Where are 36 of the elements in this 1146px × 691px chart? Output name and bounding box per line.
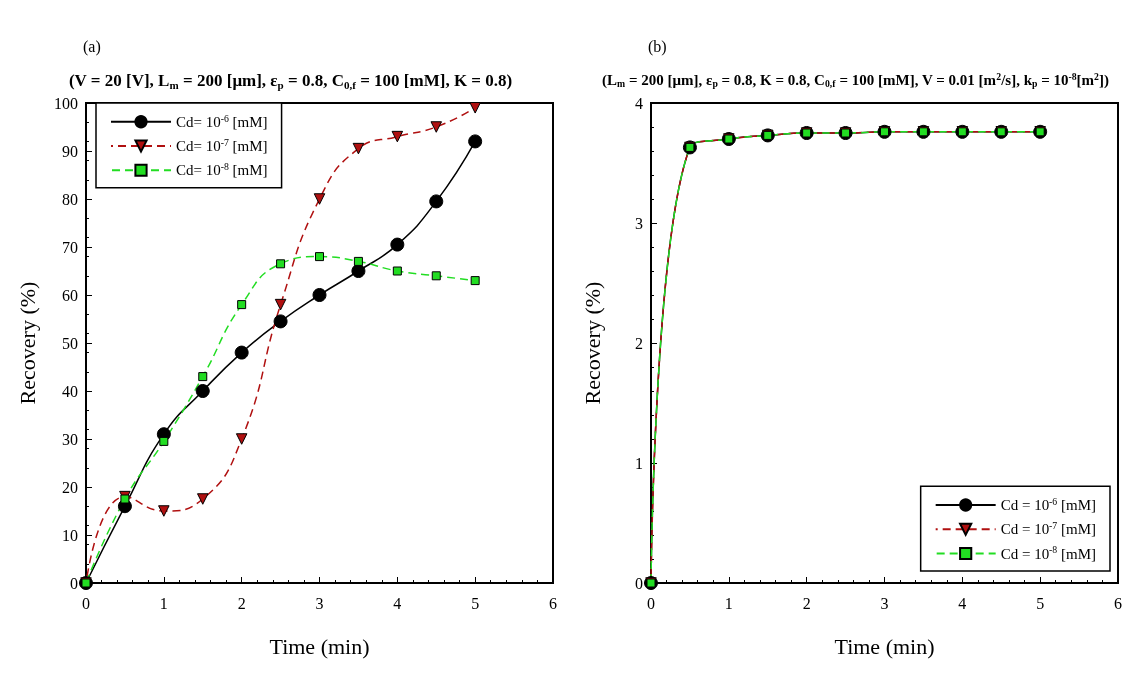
x-tick-label: 1 [159,594,168,612]
x-tick-label: 6 [549,594,557,612]
y-axis-title: Recovery (%) [14,281,40,405]
y-tick-label: 30 [62,430,78,448]
x-tick-label: 2 [802,594,811,612]
y-tick-label: 10 [62,526,78,544]
y-tick-label: 0 [70,574,78,592]
x-tick-label: 3 [880,594,889,612]
y-tick-label: 1 [635,454,643,472]
x-tick-label: 4 [958,594,967,612]
x-tick-label: 3 [315,594,324,612]
y-tick-label: 4 [635,94,643,112]
x-tick-label: 4 [393,594,402,612]
x-tick-label: 5 [1036,594,1045,612]
x-tick-label: 6 [1114,594,1122,612]
x-axis-title: Time (min) [269,633,370,659]
y-axis-title: Recovery (%) [579,281,605,405]
x-tick-label: 1 [724,594,733,612]
x-tick-label: 0 [647,594,655,612]
y-tick-label: 80 [62,190,78,208]
y-tick-label: 20 [62,478,78,496]
x-axis-title: Time (min) [834,633,935,659]
y-tick-label: 60 [62,286,78,304]
y-tick-label: 2 [635,334,643,352]
y-tick-label: 40 [62,382,78,400]
y-tick-label: 100 [54,94,78,112]
chart-title: (a) [83,37,101,56]
y-tick-label: 90 [62,142,78,160]
x-tick-label: 5 [471,594,480,612]
x-tick-label: 2 [237,594,246,612]
y-tick-label: 50 [62,334,78,352]
x-tick-label: 0 [82,594,90,612]
y-tick-label: 3 [635,214,643,232]
chart-title: (b) [648,37,667,56]
y-tick-label: 0 [635,574,643,592]
y-tick-label: 70 [62,238,78,256]
